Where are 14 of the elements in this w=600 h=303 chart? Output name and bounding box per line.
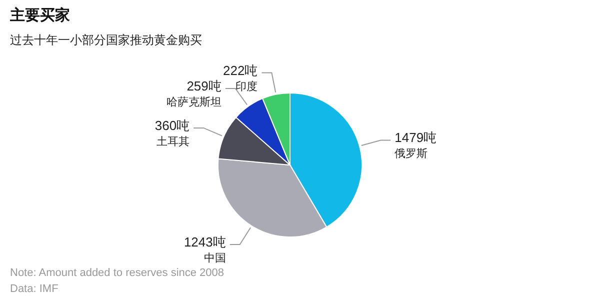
slice-label: 中国 — [204, 252, 226, 265]
data-label: 222吨 — [223, 62, 258, 78]
data-label: 259吨 — [186, 78, 222, 94]
slice-label: 哈萨克斯坦 — [166, 95, 222, 108]
text: Data: IMF — [10, 283, 59, 295]
chart-title: 主要买家 — [9, 6, 70, 24]
data-label: 360吨 — [154, 118, 190, 133]
slice-label: 俄罗斯 — [394, 147, 428, 160]
data-label: 1479吨 — [394, 130, 437, 146]
data-label: 1243吨 — [184, 234, 226, 250]
text: Note: Amount added to reserves since 2008 — [10, 267, 224, 279]
slice-label: 印度 — [236, 80, 258, 93]
chart-subtitle: 过去十年一小部分国家推动黄金购买 — [10, 33, 202, 47]
slice-label: 土耳其 — [156, 134, 190, 148]
